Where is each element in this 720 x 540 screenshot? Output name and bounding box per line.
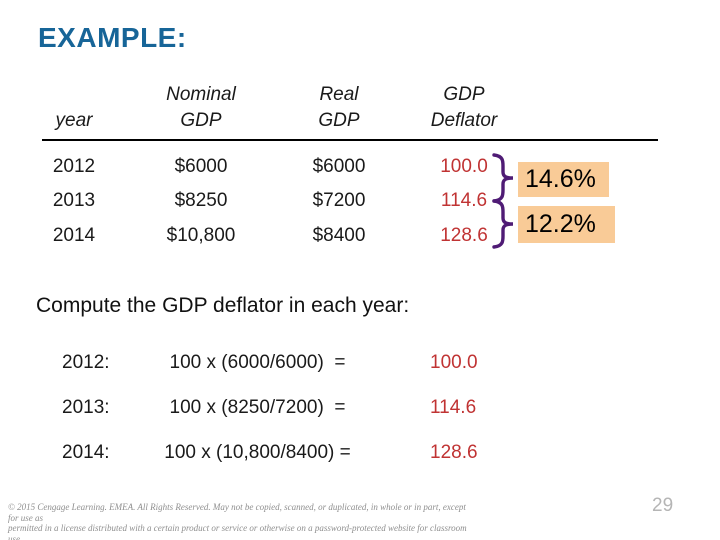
calc-year-label: 2014: [62, 442, 110, 463]
calc-year-label: 2012: [62, 352, 110, 373]
copyright-line1: © 2015 Cengage Learning. EMEA. All Right… [8, 502, 466, 523]
header-deflator-line1: GDP [443, 84, 485, 105]
header-nominal-line1: Nominal [166, 84, 236, 105]
header-deflator-line2: Deflator [430, 110, 498, 131]
table-row: 2012 $6000 $6000 100.0 [40, 156, 544, 178]
prompt-text: Compute the GDP deflator in each year: [36, 294, 410, 317]
header-nominal-gdp: Nominal GDP [108, 82, 294, 134]
calc-result: 100.0 [430, 352, 478, 373]
slide-title: EXAMPLE: [38, 22, 187, 53]
header-real-gdp: Real GDP [294, 82, 384, 134]
curly-brace-icon [492, 199, 514, 249]
year-cell: 2014 [52, 225, 96, 246]
header-real-line1: Real [319, 84, 359, 105]
gdp-table-header: year Nominal GDP Real GDP GDP Deflator [40, 82, 544, 134]
header-year: year [55, 110, 93, 131]
growth-callout: 12.2% [518, 206, 615, 243]
table-row: 2014 $10,800 $8400 128.6 [40, 225, 544, 247]
copyright-line2: permitted in a license distributed with … [8, 523, 467, 540]
gdp-deflator-cell: 114.6 [440, 190, 488, 211]
calc-expression: 100 x (6000/6000) = [169, 352, 346, 373]
real-gdp-cell: $7200 [312, 190, 366, 211]
calc-row: 2014: 100 x (10,800/8400) = 128.6 [0, 442, 720, 468]
table-row: 2013 $8250 $7200 114.6 [40, 190, 544, 212]
header-real-line2: GDP [318, 110, 360, 131]
nominal-gdp-cell: $10,800 [166, 225, 236, 246]
curly-brace-icon [492, 153, 514, 203]
calc-expression: 100 x (10,800/8400) = [164, 442, 351, 463]
calc-row: 2012: 100 x (6000/6000) = 100.0 [0, 352, 720, 378]
header-gdp-deflator: GDP Deflator [384, 82, 544, 134]
nominal-gdp-cell: $6000 [174, 156, 228, 177]
year-cell: 2013 [52, 190, 96, 211]
calc-row: 2013: 100 x (8250/7200) = 114.6 [0, 397, 720, 423]
calc-result: 114.6 [430, 397, 477, 418]
growth-callout: 14.6% [518, 162, 609, 197]
real-gdp-cell: $8400 [312, 225, 366, 246]
table-header-divider [42, 139, 658, 141]
calc-year-label: 2013: [62, 397, 110, 418]
footer-copyright: © 2015 Cengage Learning. EMEA. All Right… [8, 502, 478, 540]
gdp-deflator-cell: 100.0 [440, 156, 488, 177]
year-cell: 2012 [52, 156, 96, 177]
header-nominal-line2: GDP [180, 110, 222, 131]
page-number: 29 [652, 495, 674, 516]
calc-result: 128.6 [430, 442, 478, 463]
calc-expression: 100 x (8250/7200) = [169, 397, 346, 418]
gdp-deflator-cell: 128.6 [440, 225, 488, 246]
real-gdp-cell: $6000 [312, 156, 366, 177]
nominal-gdp-cell: $8250 [174, 190, 228, 211]
